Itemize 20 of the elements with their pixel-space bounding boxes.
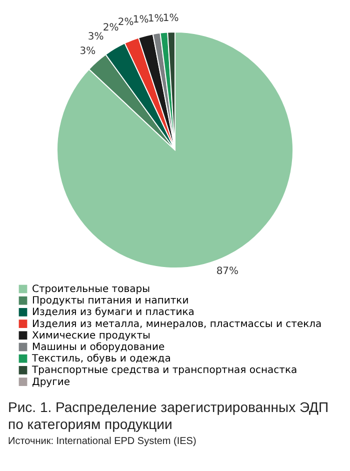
data-label: 1% [162,13,179,24]
legend-label: Строительные товары [32,284,150,295]
data-label: 3% [80,46,96,57]
legend-label: Транспортные средства и транспортная оснастка [31,365,298,376]
legend-label: Изделия из металла, минералов, пластмассы и стекла [32,318,322,330]
data-label: 1% [148,14,164,25]
legend-label: Продукты питания и напитки [32,296,189,307]
legend-label: Изделия из бумаги и пластика [32,307,194,318]
text: Источник: International EPD System (IES) [8,436,198,447]
legend-label: Машины и оборудование [32,342,165,353]
pie-slice [56,32,294,268]
legend-label: Другие [32,376,70,388]
legend-label: Химические продукты [32,330,151,342]
text: Рис. 1. Распределение зарегистрированных ЭДП по категориям продукции [8,399,330,433]
data-label: 2% [102,22,119,34]
data-label: 87% [216,266,239,278]
data-label: 2% [118,17,134,28]
data-label: 3% [88,31,104,42]
data-label: 1% [132,14,149,26]
legend-label: Текстиль, обувь и одежда [31,354,171,365]
